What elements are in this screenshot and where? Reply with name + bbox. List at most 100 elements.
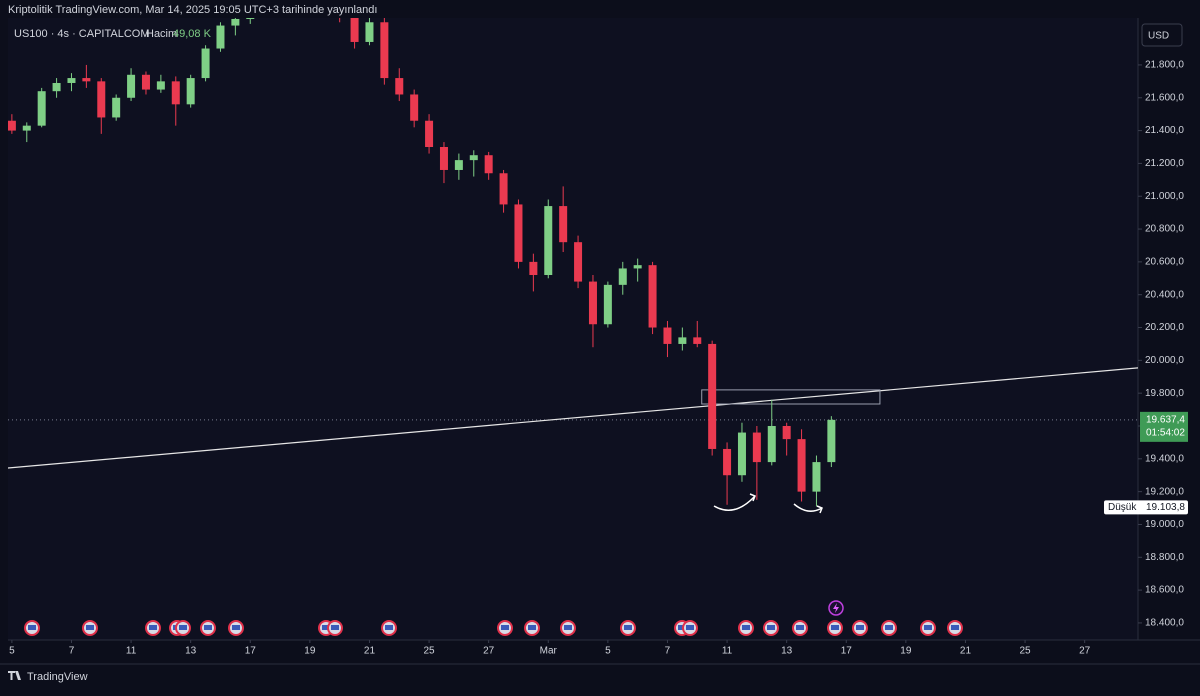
volume-label: Hacim — [146, 28, 177, 40]
candle-body — [380, 22, 389, 79]
plot-area — [8, 18, 1138, 640]
candle-body — [439, 146, 448, 170]
y-tick-label: 21.600,0 — [1145, 92, 1184, 103]
y-tick-label: 20.400,0 — [1145, 289, 1184, 300]
event-flag — [767, 625, 775, 630]
x-tick-label: 5 — [9, 646, 15, 657]
candle-body — [141, 74, 150, 90]
candle-body — [365, 22, 374, 42]
candle-body — [723, 448, 732, 476]
x-tick-label: 27 — [483, 646, 495, 657]
event-flag — [149, 625, 157, 630]
event-flag — [678, 625, 686, 630]
candle-body — [8, 120, 16, 131]
candle-body — [395, 78, 404, 95]
candle-body — [499, 173, 508, 205]
event-flag — [232, 625, 240, 630]
candle-body — [156, 81, 165, 90]
y-tick-label: 18.800,0 — [1145, 552, 1184, 563]
x-tick-label: 25 — [1019, 646, 1031, 657]
candle-body — [231, 18, 240, 26]
event-flag — [856, 625, 864, 630]
y-tick-label: 21.200,0 — [1145, 158, 1184, 169]
event-flag — [385, 625, 393, 630]
low-marker-name: Düşük — [1108, 502, 1137, 513]
annotation-arrow — [793, 503, 823, 514]
candle-body — [469, 155, 478, 161]
candle-body — [246, 18, 255, 19]
candle-body — [648, 265, 657, 328]
x-tick-label: 13 — [185, 646, 197, 657]
y-tick-label: 19.400,0 — [1145, 453, 1184, 464]
event-flag — [624, 625, 632, 630]
x-tick-label: 17 — [841, 646, 853, 657]
currency-box[interactable] — [1141, 23, 1183, 47]
event-flag — [528, 625, 536, 630]
last-price-label: 19.637,4 — [1146, 414, 1185, 425]
candle-body — [97, 81, 106, 118]
candle-body — [350, 18, 359, 42]
y-tick-label: 19.000,0 — [1145, 519, 1184, 530]
candle-body — [37, 91, 46, 126]
header-title: Kriptolitik TradingView.com, Mar 14, 202… — [8, 4, 377, 16]
event-flag — [796, 625, 804, 630]
y-tick-label: 21.400,0 — [1145, 125, 1184, 136]
candle-body — [797, 439, 806, 492]
candle-body — [767, 425, 776, 463]
x-tick-label: 13 — [781, 646, 793, 657]
event-flag — [86, 625, 94, 630]
brand-logo — [8, 671, 21, 680]
candle-body — [186, 78, 195, 105]
currency: USD — [1148, 31, 1169, 42]
y-tick-label: 21.000,0 — [1145, 191, 1184, 202]
event-flag — [501, 625, 509, 630]
y-tick-label: 21.800,0 — [1145, 60, 1184, 71]
trend-line — [8, 367, 1138, 469]
candle-body — [529, 261, 538, 276]
candle-body — [633, 265, 642, 269]
low-marker-label: 19.103,8 — [1146, 502, 1185, 513]
x-tick-label: 21 — [364, 646, 376, 657]
countdown-label: 01:54:02 — [1146, 427, 1185, 438]
candle-body — [588, 281, 597, 325]
event-flag — [951, 625, 959, 630]
candle-body — [410, 94, 419, 121]
lightning-icon — [833, 603, 839, 613]
y-tick-label: 20.000,0 — [1145, 355, 1184, 366]
y-tick-label: 20.600,0 — [1145, 257, 1184, 268]
x-tick-label: 5 — [605, 646, 611, 657]
candle-body — [514, 204, 523, 262]
event-flag — [686, 625, 694, 630]
candle-body — [752, 432, 761, 463]
annotation-arrow — [713, 493, 756, 511]
x-tick-label: 19 — [304, 646, 316, 657]
candle-body — [82, 78, 91, 82]
y-tick-label: 18.400,0 — [1145, 618, 1184, 629]
candle-body — [603, 284, 612, 325]
event-flag — [331, 625, 339, 630]
x-tick-label: 21 — [960, 646, 972, 657]
x-tick-label: 25 — [424, 646, 436, 657]
candle-body — [693, 337, 702, 344]
x-tick-label: 11 — [126, 646, 137, 657]
x-tick-label: 17 — [245, 646, 257, 657]
candle-body — [52, 82, 61, 92]
low-marker-box — [1104, 500, 1188, 515]
event-flag — [924, 625, 932, 630]
candle-body — [484, 155, 493, 174]
y-tick-label: 20.800,0 — [1145, 224, 1184, 235]
x-tick-label: 19 — [900, 646, 912, 657]
candle-body — [544, 206, 553, 276]
candle-body — [708, 343, 717, 449]
event-flag — [322, 625, 330, 630]
candle-body — [67, 78, 76, 83]
candle-body — [618, 268, 627, 285]
event-flag — [204, 625, 212, 630]
candle-body — [112, 97, 121, 118]
y-tick-label: 20.200,0 — [1145, 322, 1184, 333]
symbol-label: US100 · 4s · CAPITALCOM — [14, 28, 150, 40]
volume-value: 49,08 K — [173, 28, 212, 40]
candle-body — [559, 206, 568, 243]
x-tick-label: 27 — [1079, 646, 1091, 657]
